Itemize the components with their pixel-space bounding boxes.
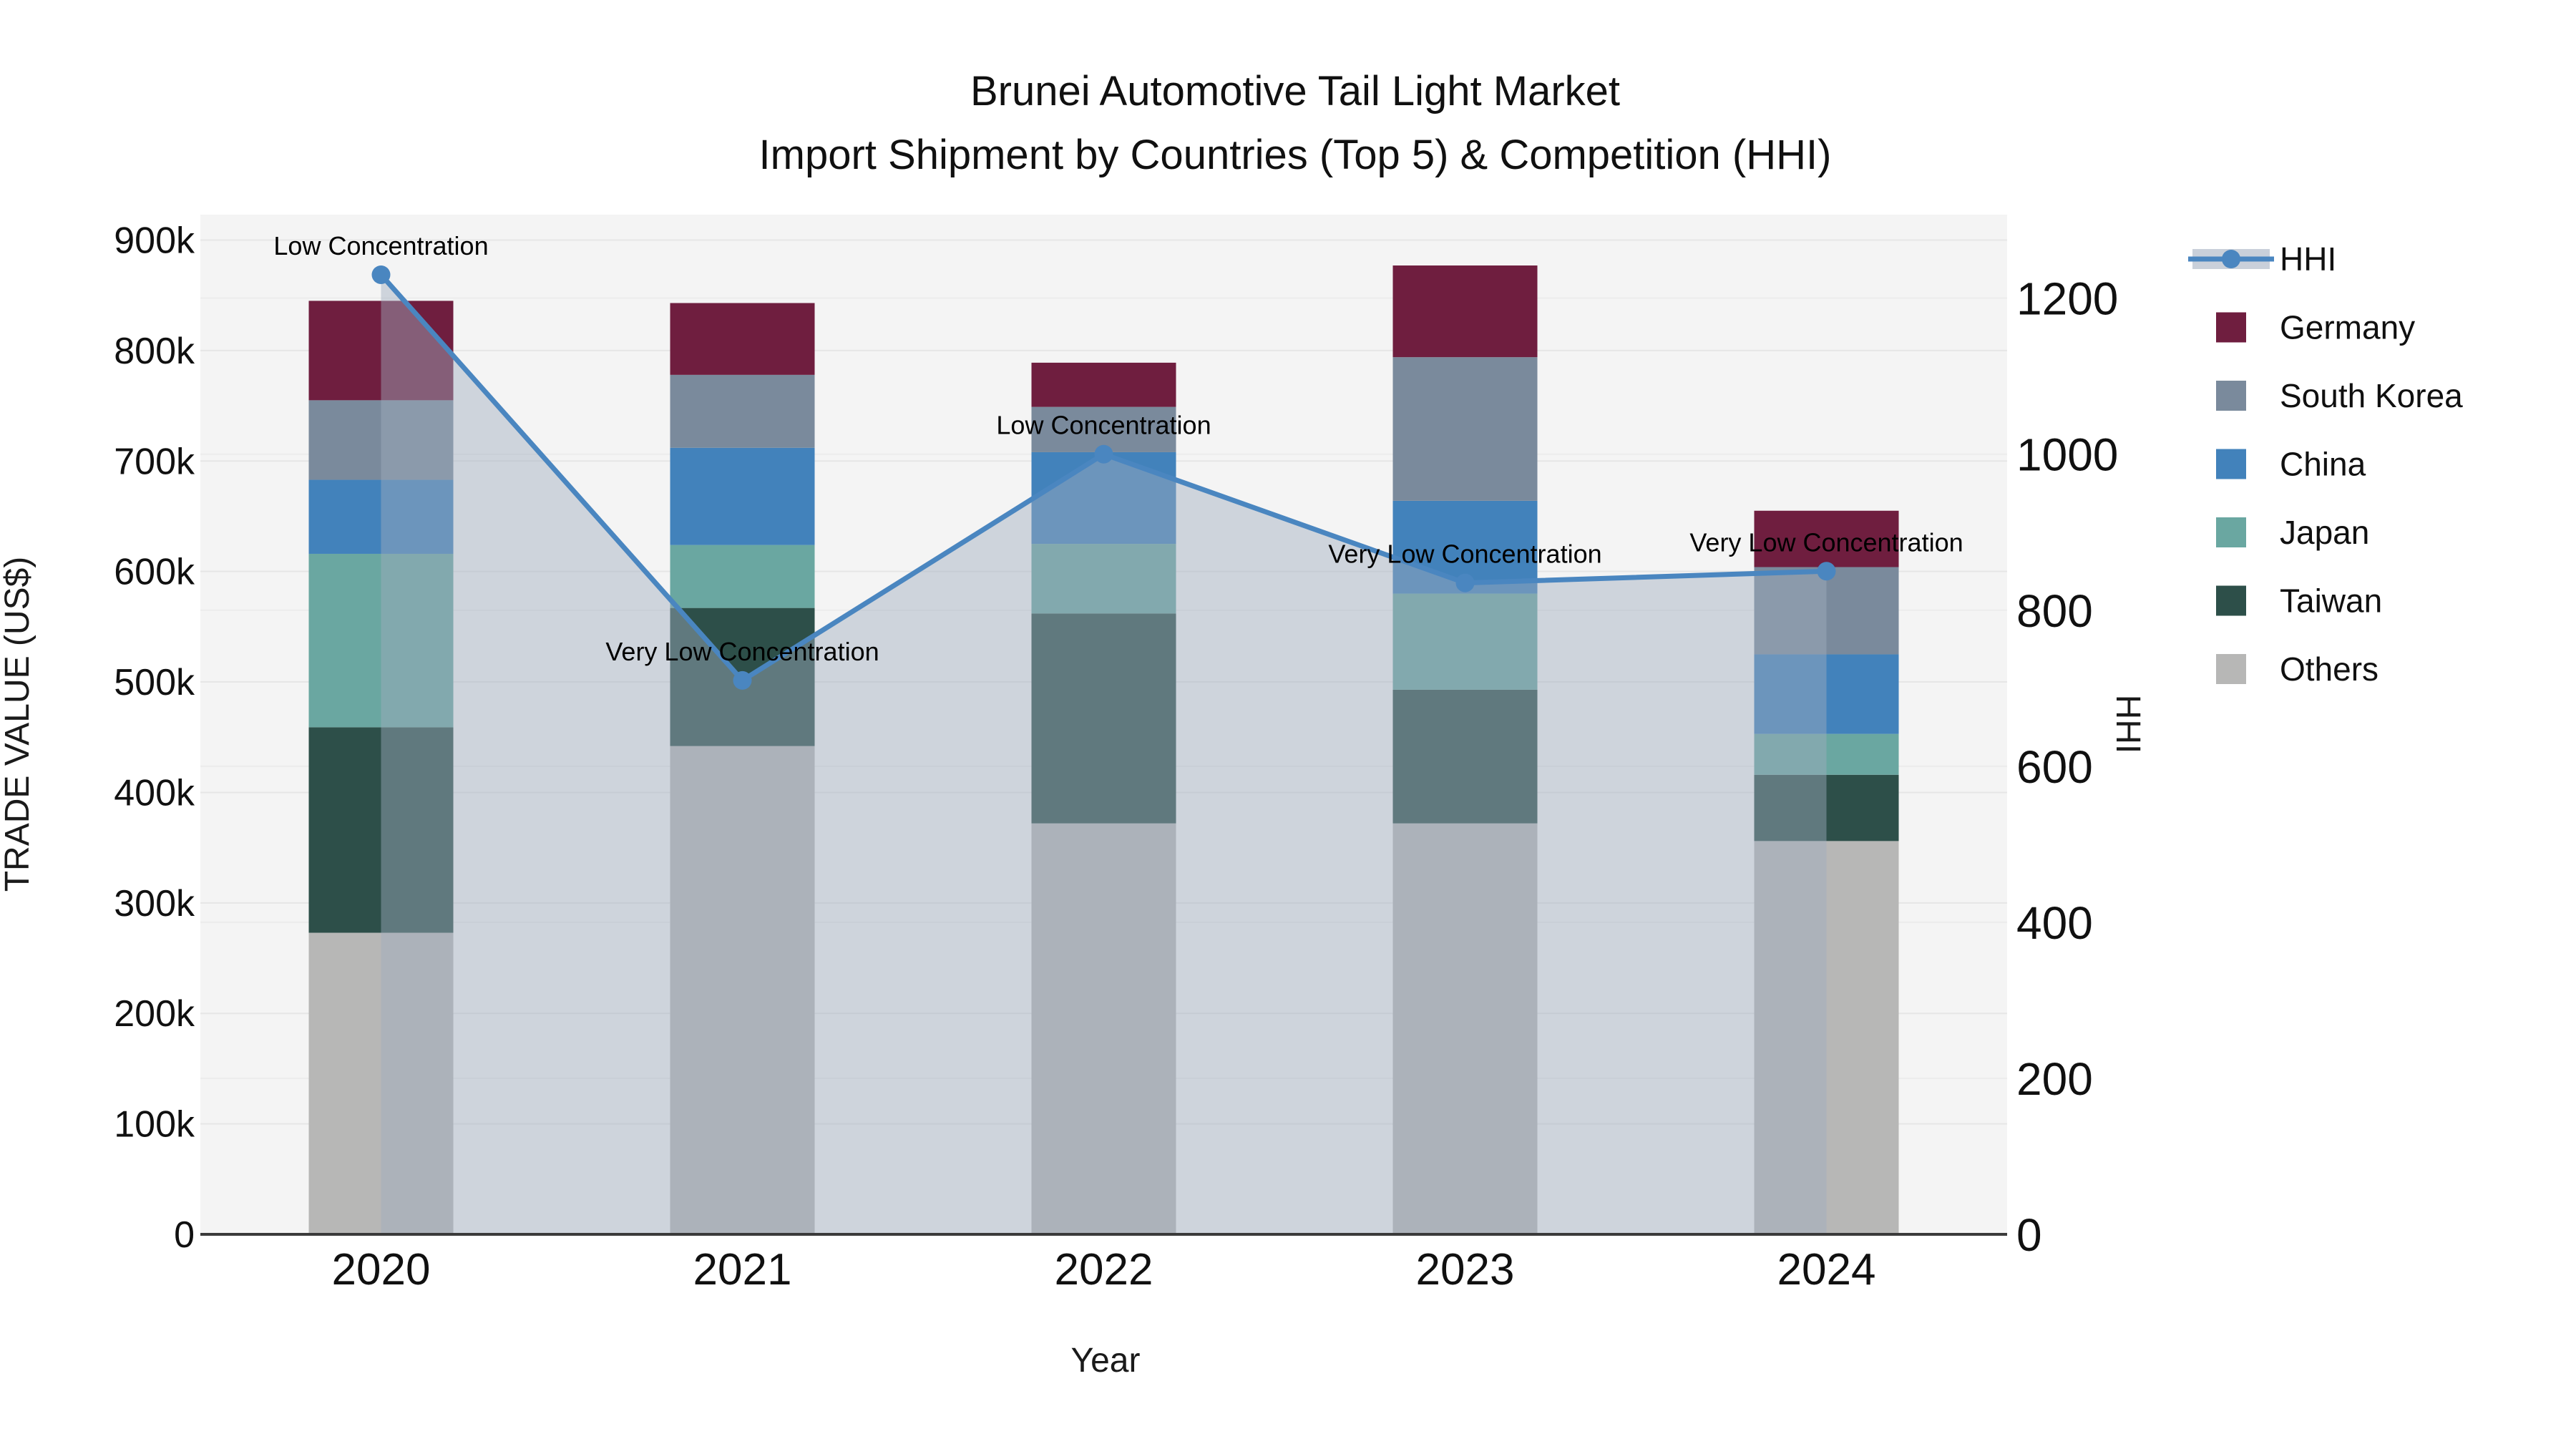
bar-segment-others-2022[interactable] [1031,823,1176,1234]
plot-layer: Low Concentration Very Low Concentration L… [114,215,2118,1294]
bar-segment-others-2020[interactable] [308,932,454,1234]
hhi-marker-2024[interactable] [1817,562,1836,581]
bar-segment-germany-2022[interactable] [1031,362,1176,407]
legend-swatch-taiwan [2216,585,2246,616]
hhi-marker-2020[interactable] [371,265,391,284]
bar-segment-germany-2023[interactable] [1392,265,1538,358]
y-left-tick-800k: 800k [114,331,195,372]
bar-segment-taiwan-2024[interactable] [1754,774,1899,841]
x-tick-2020: 2020 [332,1245,431,1294]
y-right-tick-400: 400 [2016,897,2093,949]
y-left-tick-0: 0 [174,1214,195,1256]
legend-item-japan[interactable]: Japan [2216,514,2369,551]
bar-segment-japan-2024[interactable] [1754,733,1899,775]
bar-segment-japan-2022[interactable] [1031,544,1176,614]
bar-segment-south-korea-2021[interactable] [670,374,815,448]
hhi-marker-2023[interactable] [1455,573,1475,592]
annotation-2023: Very Low Concentration [1328,540,1601,569]
bar-segment-south-korea-2023[interactable] [1392,357,1538,501]
legend-label-south-korea: South Korea [2280,377,2463,414]
hhi-area-fill [381,274,1827,1235]
legend-label-taiwan: Taiwan [2280,582,2382,620]
legend-label-japan: Japan [2280,514,2369,551]
legend-swatch-south-korea [2216,381,2246,411]
legend-label-hhi: HHI [2280,240,2336,278]
y-right-tick-200: 200 [2016,1053,2093,1105]
bar-segment-taiwan-2020[interactable] [308,727,454,933]
legend-label-others: Others [2280,650,2379,688]
bar-segment-japan-2023[interactable] [1392,593,1538,690]
y-right-tick-600: 600 [2016,741,2093,793]
bar-segment-china-2024[interactable] [1754,654,1899,734]
y-left-axis-title: TRADE VALUE (US$) [0,557,36,892]
bar-segment-japan-2021[interactable] [670,545,815,608]
hhi-marker-2021[interactable] [733,670,752,690]
legend-item-germany[interactable]: Germany [2216,309,2415,346]
bar-segment-others-2021[interactable] [670,746,815,1234]
legend-label-germany: Germany [2280,309,2415,346]
legend-item-hhi[interactable]: HHI [2188,240,2336,278]
legend-label-china: China [2280,446,2366,483]
legend-item-china[interactable]: China [2216,446,2366,483]
x-tick-2023: 2023 [1416,1245,1515,1294]
y-left-tick-300k: 300k [114,883,195,924]
y-right-tick-1200: 1200 [2016,273,2118,325]
y-left-tick-700k: 700k [114,441,195,482]
bar-segment-south-korea-2022[interactable] [1031,406,1176,452]
bar-segment-taiwan-2022[interactable] [1031,613,1176,824]
y-right-tick-1000: 1000 [2016,429,2118,481]
y-right-tick-0: 0 [2016,1209,2042,1261]
bar-segment-south-korea-2024[interactable] [1754,567,1899,655]
y-left-tick-400k: 400k [114,772,195,814]
y-right-axis-title: HHI [2109,695,2147,754]
x-axis-title: Year [1071,1342,1141,1380]
x-tick-2021: 2021 [693,1245,792,1294]
bar-segment-china-2021[interactable] [670,447,815,545]
annotation-2022: Low Concentration [996,411,1211,440]
bar-segment-germany-2020[interactable] [308,301,454,401]
legend-swatch-germany [2216,312,2246,343]
annotation-2021: Very Low Concentration [605,637,879,666]
bar-segment-germany-2024[interactable] [1754,510,1899,567]
bar-segment-japan-2020[interactable] [308,553,454,728]
bar-segment-china-2020[interactable] [308,479,454,554]
legend-item-others[interactable]: Others [2216,650,2379,688]
y-right-tick-800: 800 [2016,585,2093,637]
y-left-tick-500k: 500k [114,662,195,703]
bar-segment-south-korea-2020[interactable] [308,400,454,480]
annotation-2020: Low Concentration [273,231,488,260]
legend-hhi-marker [2222,250,2240,268]
x-tick-2024: 2024 [1777,1245,1876,1294]
y-left-tick-600k: 600k [114,552,195,593]
bar-segment-taiwan-2023[interactable] [1392,689,1538,824]
legend-item-south-korea[interactable]: South Korea [2216,377,2463,414]
bar-segment-china-2022[interactable] [1031,452,1176,545]
legend-swatch-japan [2216,517,2246,547]
legend: HHI Germany South Korea China Japan Taiwan Oth… [2188,240,2463,688]
chart-title-line2: Import Shipment by Countries (Top 5) & C… [759,132,1832,178]
legend-swatch-others [2216,654,2246,684]
y-left-tick-900k: 900k [114,220,195,262]
x-tick-2022: 2022 [1055,1245,1153,1294]
bar-segment-germany-2021[interactable] [670,303,815,375]
legend-item-taiwan[interactable]: Taiwan [2216,582,2382,620]
chart-title-line1: Brunei Automotive Tail Light Market [970,68,1620,114]
bar-segment-others-2024[interactable] [1754,841,1899,1234]
y-left-tick-200k: 200k [114,993,195,1035]
bar-segment-others-2023[interactable] [1392,823,1538,1234]
legend-swatch-china [2216,449,2246,479]
hhi-marker-2022[interactable] [1094,444,1113,464]
annotation-2024: Very Low Concentration [1689,527,1963,557]
y-left-tick-100k: 100k [114,1104,195,1146]
